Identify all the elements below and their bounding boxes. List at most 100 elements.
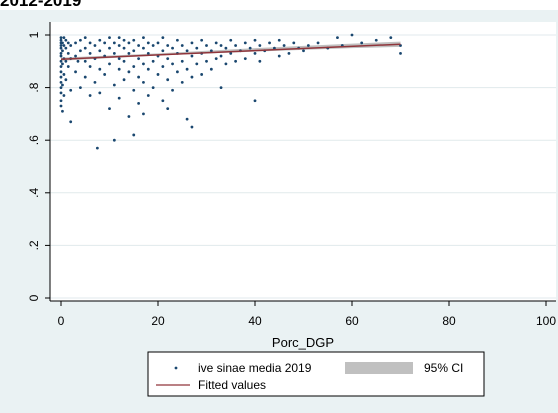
data-point-22 (62, 73, 66, 76)
data-point-108 (161, 99, 165, 103)
data-point-20 (61, 41, 64, 45)
fitted-line (60, 43, 401, 60)
data-point-27 (64, 59, 68, 63)
data-point-93 (142, 112, 145, 116)
data-point-104 (151, 44, 155, 47)
data-point-117 (171, 62, 174, 66)
data-point-103 (151, 59, 155, 63)
data-point-62 (103, 41, 107, 45)
data-point-99 (146, 67, 150, 71)
data-point-79 (122, 38, 126, 42)
data-point-49 (88, 65, 92, 68)
data-point-36 (69, 44, 73, 47)
y-tick-label-0: 0 (27, 294, 41, 301)
data-point-72 (117, 67, 121, 71)
data-point-12 (59, 44, 63, 47)
data-point-113 (166, 78, 170, 82)
legend-scatter-marker (174, 366, 178, 370)
data-point-167 (287, 52, 291, 55)
scatter-points (59, 33, 402, 150)
grid-lines (50, 34, 556, 299)
data-point-18 (61, 62, 64, 66)
data-point-101 (146, 41, 150, 45)
data-point-21 (62, 94, 66, 97)
data-point-159 (258, 59, 262, 63)
x-tick-label-4: 80 (442, 314, 456, 328)
data-point-75 (117, 36, 121, 40)
data-point-153 (243, 57, 247, 61)
x-axis-label: Porc_DGP (272, 335, 334, 350)
data-point-54 (93, 44, 97, 47)
x-tick-label-1: 20 (151, 314, 165, 328)
data-point-57 (98, 67, 102, 71)
data-point-118 (171, 46, 174, 50)
data-point-2 (59, 91, 63, 95)
data-point-60 (103, 73, 107, 76)
y-tick-label-2: .4 (27, 187, 41, 197)
data-point-141 (214, 57, 218, 61)
data-point-66 (108, 36, 111, 40)
fitted-line-layer (60, 43, 401, 60)
data-point-84 (132, 133, 136, 137)
data-point-83 (127, 41, 131, 45)
data-point-174 (336, 36, 339, 40)
data-point-46 (83, 46, 87, 50)
data-point-122 (180, 80, 184, 84)
data-point-145 (219, 44, 223, 47)
data-point-82 (127, 52, 131, 55)
data-point-4 (59, 80, 63, 84)
data-point-48 (88, 94, 92, 97)
data-point-50 (88, 52, 92, 55)
data-point-180 (399, 52, 402, 55)
data-point-165 (277, 38, 281, 42)
data-point-166 (282, 44, 286, 47)
data-point-52 (93, 80, 97, 84)
data-point-37 (74, 70, 77, 74)
data-point-133 (195, 46, 199, 50)
data-point-19 (61, 49, 64, 53)
data-point-15 (59, 36, 63, 40)
data-point-125 (185, 117, 189, 121)
data-point-172 (316, 41, 320, 45)
data-point-96 (142, 46, 145, 50)
data-point-134 (200, 73, 204, 76)
data-point-16 (61, 109, 64, 113)
data-point-74 (117, 44, 121, 47)
data-point-107 (156, 41, 160, 45)
x-tick-label-0: 0 (58, 314, 65, 328)
data-point-33 (69, 120, 73, 124)
data-point-39 (74, 41, 77, 45)
data-point-9 (59, 54, 63, 58)
data-point-149 (229, 38, 233, 42)
data-point-121 (176, 38, 179, 42)
data-point-68 (112, 83, 116, 87)
x-tick-label-5: 100 (536, 314, 556, 328)
data-point-119 (176, 70, 179, 74)
data-point-90 (137, 75, 141, 79)
data-point-51 (88, 41, 92, 45)
data-point-59 (98, 38, 102, 42)
data-point-123 (180, 59, 184, 63)
data-point-170 (302, 49, 305, 53)
data-point-10 (59, 52, 63, 55)
data-point-87 (132, 49, 136, 53)
data-point-77 (122, 59, 126, 63)
data-point-85 (132, 88, 136, 92)
data-point-157 (253, 52, 257, 55)
data-point-158 (253, 38, 257, 42)
data-point-138 (205, 44, 208, 47)
data-point-105 (156, 73, 160, 76)
data-point-168 (292, 41, 296, 45)
data-point-43 (79, 38, 82, 42)
data-point-128 (190, 125, 194, 129)
x-tick-label-2: 40 (248, 314, 262, 328)
data-point-91 (137, 57, 141, 61)
data-point-109 (161, 65, 165, 68)
data-point-34 (69, 88, 73, 92)
data-point-44 (83, 75, 87, 79)
data-point-171 (306, 44, 310, 47)
y-tick-label-5: 1 (27, 31, 41, 38)
data-point-63 (108, 107, 111, 111)
data-point-67 (112, 138, 116, 142)
plot-area (50, 22, 556, 301)
